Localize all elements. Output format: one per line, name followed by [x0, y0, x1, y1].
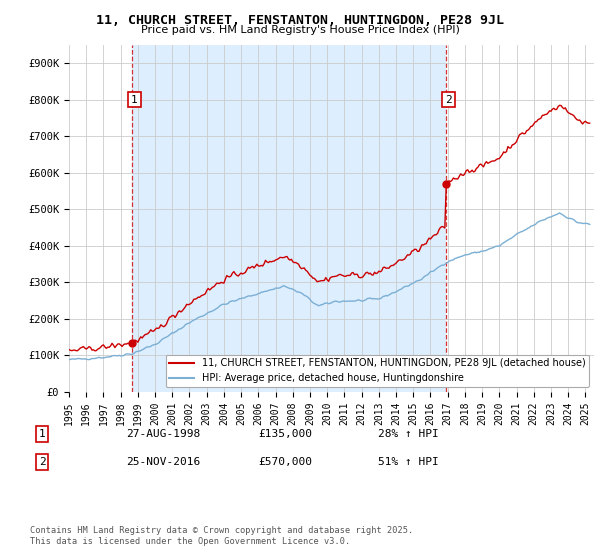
Text: 1: 1 — [38, 429, 46, 439]
Text: 28% ↑ HPI: 28% ↑ HPI — [378, 429, 439, 439]
Text: £135,000: £135,000 — [258, 429, 312, 439]
Bar — [132, 45, 446, 392]
Text: 11, CHURCH STREET, FENSTANTON, HUNTINGDON, PE28 9JL: 11, CHURCH STREET, FENSTANTON, HUNTINGDO… — [96, 14, 504, 27]
Text: 51% ↑ HPI: 51% ↑ HPI — [378, 457, 439, 467]
Text: Contains HM Land Registry data © Crown copyright and database right 2025.
This d: Contains HM Land Registry data © Crown c… — [30, 526, 413, 546]
Text: 2: 2 — [445, 95, 452, 105]
Text: 2: 2 — [38, 457, 46, 467]
Text: 25-NOV-2016: 25-NOV-2016 — [126, 457, 200, 467]
Text: 1: 1 — [131, 95, 138, 105]
Legend: 11, CHURCH STREET, FENSTANTON, HUNTINGDON, PE28 9JL (detached house), HPI: Avera: 11, CHURCH STREET, FENSTANTON, HUNTINGDO… — [166, 354, 589, 387]
Text: 27-AUG-1998: 27-AUG-1998 — [126, 429, 200, 439]
Text: Price paid vs. HM Land Registry's House Price Index (HPI): Price paid vs. HM Land Registry's House … — [140, 25, 460, 35]
Text: £570,000: £570,000 — [258, 457, 312, 467]
